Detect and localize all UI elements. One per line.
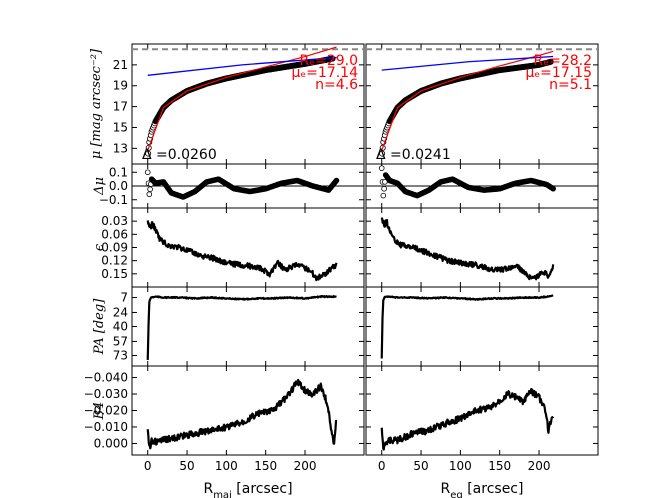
- b4-profile-line: [380, 388, 555, 451]
- pa-y-axis-label: PA [deg]: [92, 298, 107, 355]
- x-tick-label: 100: [215, 459, 238, 473]
- eps-profile-line: [380, 217, 555, 281]
- eps-panel-maj: [131, 207, 365, 288]
- y-tick-label: 0.12: [101, 254, 128, 268]
- exponential-fit-line: [147, 56, 337, 76]
- eps-profile-line: [146, 220, 338, 282]
- x-axis-label-subscript: eq: [450, 490, 463, 498]
- x-axis-label-main: R: [441, 481, 451, 497]
- y-tick-label: 0.09: [101, 241, 128, 255]
- b4-profile-line: [146, 378, 338, 450]
- pa-profile-line: [380, 294, 554, 359]
- y-tick-label: −0.010: [84, 420, 128, 434]
- effective-radius-label: Rₑ=29.0: [300, 53, 358, 69]
- b4-panel-eq: [365, 365, 599, 456]
- pa-panel-maj: [131, 286, 365, 367]
- x-tick-label: 50: [413, 459, 428, 473]
- y-tick-label: 13: [113, 141, 128, 155]
- x-tick-label: 200: [528, 459, 551, 473]
- y-tick-label: 0.15: [101, 267, 128, 281]
- b4-panel-maj: [131, 365, 365, 456]
- residual-point: [550, 185, 556, 192]
- data-point: [379, 150, 386, 157]
- dmu-panel-maj: [131, 163, 365, 209]
- residual-point: [378, 165, 385, 171]
- mu-panel-eq: [365, 43, 599, 165]
- eps-panel-eq: [365, 207, 599, 288]
- y-tick-label: 73: [113, 348, 128, 362]
- y-tick-label: 21: [113, 58, 128, 72]
- x-tick-label: 0: [144, 459, 152, 473]
- dmu-y-axis-label: Δμ: [92, 177, 107, 196]
- x-axis-label-unit: [arcsec]: [232, 481, 293, 497]
- y-tick-label: −0.040: [84, 371, 128, 385]
- residual-point: [381, 185, 387, 192]
- fit-residual-delta-label: Δ =0.0241: [376, 147, 451, 163]
- y-tick-label: 24: [113, 305, 128, 319]
- effective-surface-brightness-label: μₑ=17.14: [291, 65, 358, 81]
- fit-residual-delta-label: Δ =0.0260: [142, 147, 217, 163]
- sersic-index-label: n=5.1: [549, 77, 592, 93]
- pa-panel-eq: [365, 286, 599, 367]
- panel-frame: [131, 207, 365, 288]
- x-tick-label: 50: [179, 459, 194, 473]
- y-tick-label: 0.1: [109, 165, 128, 179]
- x-axis-label-subscript: maj: [213, 490, 232, 498]
- x-axis-label-eq: Req [arcsec]: [441, 481, 524, 498]
- x-tick-label: 150: [254, 459, 277, 473]
- y-tick-label: 17: [113, 100, 128, 114]
- y-tick-label: 15: [113, 120, 128, 134]
- x-axis-label-maj: Rmaj [arcsec]: [203, 481, 292, 498]
- eps-y-axis-label: ϵ: [92, 243, 107, 251]
- pa-profile-line: [146, 295, 338, 360]
- x-tick-label: 150: [488, 459, 511, 473]
- data-point: [547, 58, 554, 65]
- y-tick-label: 19: [113, 79, 128, 93]
- y-tick-label: 0.000: [94, 436, 128, 450]
- residual-point: [333, 177, 340, 184]
- sersic-index-label: n=4.6: [315, 77, 358, 93]
- y-tick-label: −0.020: [84, 404, 128, 418]
- y-tick-label: 40: [113, 320, 128, 334]
- b4-y-axis-label: B4: [92, 402, 107, 421]
- x-tick-label: 0: [378, 459, 386, 473]
- x-axis-label-main: R: [203, 481, 213, 497]
- dmu-panel-eq: [365, 163, 599, 209]
- y-tick-label: 0.06: [101, 227, 128, 241]
- residual-point: [146, 191, 153, 198]
- effective-surface-brightness-label: μₑ=17.15: [525, 65, 592, 81]
- y-tick-label: 57: [113, 334, 128, 348]
- residual-point: [380, 192, 387, 199]
- data-point: [145, 150, 152, 157]
- exponential-fit-line: [381, 55, 554, 71]
- residual-point: [147, 186, 153, 193]
- x-tick-label: 100: [449, 459, 472, 473]
- y-tick-label: 0.03: [101, 214, 128, 228]
- y-tick-label: 0.0: [109, 179, 128, 193]
- y-tick-label: −0.030: [84, 387, 128, 401]
- effective-radius-label: Rₑ=28.2: [534, 53, 592, 69]
- mu-y-axis-label: μ [mag arcsec⁻²]: [89, 48, 104, 159]
- sersic-fit-line: [147, 46, 337, 151]
- residual-point: [144, 169, 151, 176]
- mu-panel-maj: [131, 43, 365, 165]
- x-tick-label: 200: [294, 459, 317, 473]
- x-axis-label-unit: [arcsec]: [463, 481, 524, 497]
- y-tick-label: −0.1: [99, 193, 128, 207]
- sersic-fit-line: [381, 50, 554, 151]
- y-tick-label: 7: [120, 291, 128, 305]
